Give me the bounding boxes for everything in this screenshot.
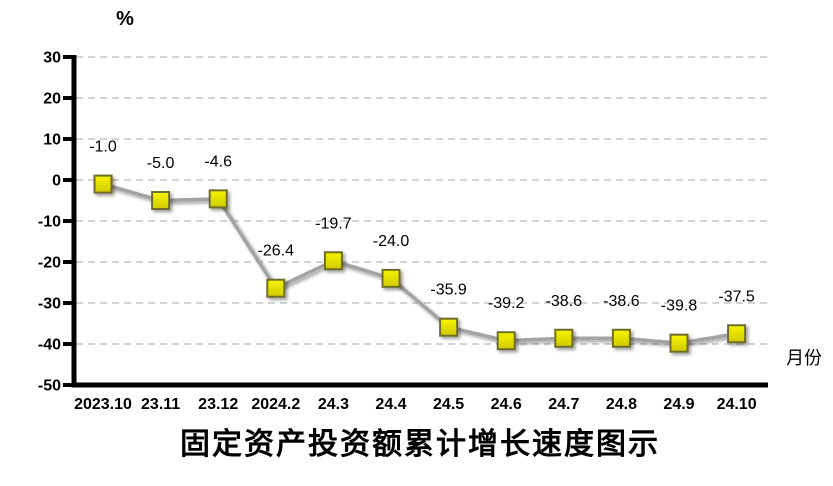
data-point-label: -39.8 [661,298,698,315]
y-axis-tick-label: -30 [38,296,61,313]
data-point-label: -38.6 [546,293,583,310]
data-point-label: -37.5 [718,288,755,305]
data-point-label: -24.0 [373,233,410,250]
data-point-label: -1.0 [89,139,117,156]
data-point-marker [266,278,286,298]
data-point-label: -19.7 [315,215,352,232]
x-axis-tick-label: 24.7 [548,396,579,413]
y-axis-tick-label: -20 [38,255,61,272]
data-point-label: -4.6 [204,153,232,170]
y-axis-tick-label: 10 [43,132,61,149]
x-axis-tick-label: 24.3 [318,396,349,413]
data-point-label: -5.0 [147,155,175,172]
x-axis-tick-label: 24.9 [663,396,694,413]
data-point-marker [93,174,113,194]
y-axis-tick-label: 30 [43,50,61,67]
x-axis-tick-label: 23.11 [141,396,180,413]
y-axis-tick-label: 0 [52,173,61,190]
data-point-marker [496,331,516,351]
x-axis-unit-label: 月份 [786,348,822,369]
x-axis-tick-label: 2024.2 [251,396,300,413]
data-point-marker [611,328,631,348]
data-point-label: -26.4 [258,243,295,260]
data-point-marker [323,251,343,271]
data-point-marker [554,328,574,348]
data-point-label: -39.2 [488,295,525,312]
y-axis-tick-label: -10 [38,214,61,231]
data-point-label: -35.9 [430,282,467,299]
data-point-marker [151,191,171,210]
data-point-marker [727,324,747,344]
y-axis-tick-label: -40 [38,337,61,354]
y-axis-unit-label: % [116,8,134,30]
x-axis-tick-label: 23.12 [198,396,238,413]
x-axis-tick-label: 24.8 [606,396,637,413]
data-point-label: -38.6 [603,293,640,310]
x-axis-tick-label: 24.5 [433,396,464,413]
data-point-marker [669,333,689,353]
x-axis-tick-label: 24.10 [717,396,757,413]
y-axis-tick-label: -50 [38,378,61,395]
series-line [101,182,739,345]
y-axis-tick-label: 20 [43,91,61,108]
data-point-marker [208,189,228,209]
chart-title: 固定资产投资额累计增长速度图示 [180,427,660,462]
x-axis-tick-label: 24.4 [375,396,406,413]
data-point-marker [439,317,459,337]
x-axis-tick-label: 24.6 [491,396,522,413]
x-axis-tick-label: 2023.10 [74,396,132,413]
data-point-marker [381,268,401,288]
